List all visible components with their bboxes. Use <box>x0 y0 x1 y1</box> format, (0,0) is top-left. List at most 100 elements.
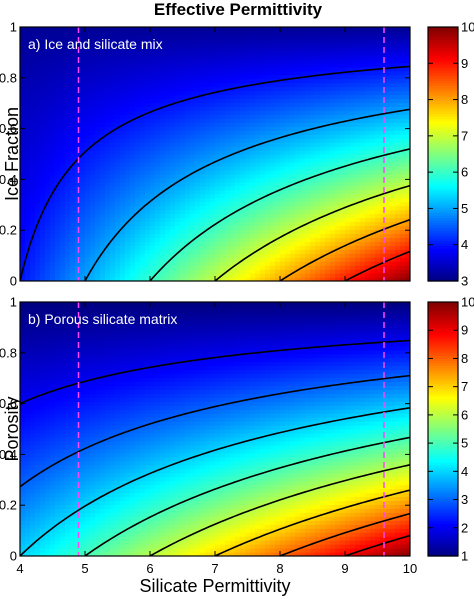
heatmap-cell <box>275 94 281 100</box>
heatmap-cell <box>60 269 66 274</box>
heatmap-cell <box>275 54 281 60</box>
heatmap-cell <box>300 122 306 127</box>
heatmap-cell <box>135 54 141 60</box>
heatmap-cell <box>220 66 226 72</box>
heatmap-cell <box>325 66 331 72</box>
heatmap-cell <box>370 62 376 68</box>
heatmap-cell <box>140 114 146 119</box>
heatmap-cell <box>215 221 221 227</box>
heatmap-cell <box>95 273 101 278</box>
heatmap-cell <box>235 110 241 115</box>
heatmap-cell <box>145 181 151 187</box>
heatmap-cell <box>120 86 126 92</box>
heatmap-cell <box>60 201 66 207</box>
heatmap-cell <box>180 146 186 151</box>
heatmap-cell <box>355 142 361 147</box>
heatmap-cell <box>35 86 41 92</box>
heatmap-cell <box>45 114 51 119</box>
heatmap-cell <box>170 146 176 151</box>
heatmap-cell <box>360 34 366 40</box>
heatmap-cell <box>105 277 111 281</box>
heatmap-cell <box>240 261 246 266</box>
heatmap-cell <box>345 165 351 171</box>
heatmap-cell <box>285 209 291 215</box>
heatmap-cell <box>325 161 331 167</box>
heatmap-cell <box>105 30 111 36</box>
heatmap-cell <box>95 106 101 111</box>
heatmap-cell <box>225 38 231 44</box>
heatmap-cell <box>290 34 296 40</box>
heatmap-cell <box>290 110 296 115</box>
heatmap-cell <box>135 249 141 254</box>
heatmap-cell <box>245 130 251 135</box>
heatmap-cell <box>115 62 121 68</box>
heatmap-cell <box>385 213 391 219</box>
heatmap-cell <box>250 78 256 84</box>
heatmap-cell <box>300 30 306 36</box>
heatmap-cell <box>325 173 331 179</box>
heatmap-cell <box>270 130 276 135</box>
heatmap-cell <box>50 46 56 52</box>
heatmap-cell <box>325 273 331 278</box>
heatmap-cell <box>225 134 231 139</box>
heatmap-cell <box>145 82 151 88</box>
heatmap-cell <box>220 54 226 60</box>
heatmap-cell <box>190 241 196 246</box>
heatmap-cell <box>255 193 261 199</box>
heatmap-cell <box>375 138 381 143</box>
heatmap-cell <box>260 30 266 36</box>
heatmap-cell <box>320 161 326 167</box>
heatmap-cell <box>335 86 341 92</box>
heatmap-cell <box>235 201 241 207</box>
heatmap-cell <box>100 277 106 281</box>
heatmap-cell <box>65 78 71 84</box>
heatmap-cell <box>145 265 151 270</box>
heatmap-cell <box>90 197 96 203</box>
heatmap-cell <box>365 78 371 84</box>
heatmap-cell <box>90 146 96 151</box>
heatmap-cell <box>100 217 106 223</box>
heatmap-cell <box>265 197 271 203</box>
heatmap-cell <box>365 221 371 227</box>
heatmap-cell <box>210 38 216 44</box>
heatmap-cell <box>400 66 406 72</box>
heatmap-cell <box>30 146 36 151</box>
heatmap-cell <box>95 229 101 234</box>
heatmap-cell <box>85 209 91 215</box>
heatmap-cell <box>345 213 351 219</box>
heatmap-cell <box>260 110 266 115</box>
heatmap-cell <box>175 245 181 250</box>
heatmap-cell <box>205 142 211 147</box>
heatmap-cell <box>350 233 356 238</box>
heatmap-cell <box>85 142 91 147</box>
heatmap-cell <box>190 146 196 151</box>
heatmap-cell <box>115 253 121 258</box>
heatmap-cell <box>350 150 356 155</box>
heatmap-cell <box>120 27 126 32</box>
heatmap-cell <box>200 126 206 131</box>
heatmap-cell <box>35 193 41 199</box>
heatmap-cell <box>310 122 316 127</box>
heatmap-cell <box>365 38 371 44</box>
heatmap-cell <box>30 126 36 131</box>
heatmap-cell <box>145 261 151 266</box>
heatmap-cell <box>245 78 251 84</box>
heatmap-cell <box>140 58 146 64</box>
heatmap-cell <box>245 114 251 119</box>
heatmap-cell <box>45 173 51 179</box>
heatmap-cell <box>160 34 166 40</box>
heatmap-cell <box>345 74 351 80</box>
heatmap-cell <box>365 249 371 254</box>
heatmap-cell <box>140 27 146 32</box>
heatmap-cell <box>355 233 361 238</box>
heatmap-cell <box>55 189 61 195</box>
heatmap-cell <box>180 30 186 36</box>
heatmap-cell <box>20 122 26 127</box>
heatmap-cell <box>80 27 86 32</box>
heatmap-cell <box>170 245 176 250</box>
heatmap-cell <box>250 205 256 211</box>
heatmap-cell <box>230 118 236 123</box>
heatmap-cell <box>335 118 341 123</box>
heatmap-cell <box>225 261 231 266</box>
heatmap-cell <box>345 169 351 175</box>
